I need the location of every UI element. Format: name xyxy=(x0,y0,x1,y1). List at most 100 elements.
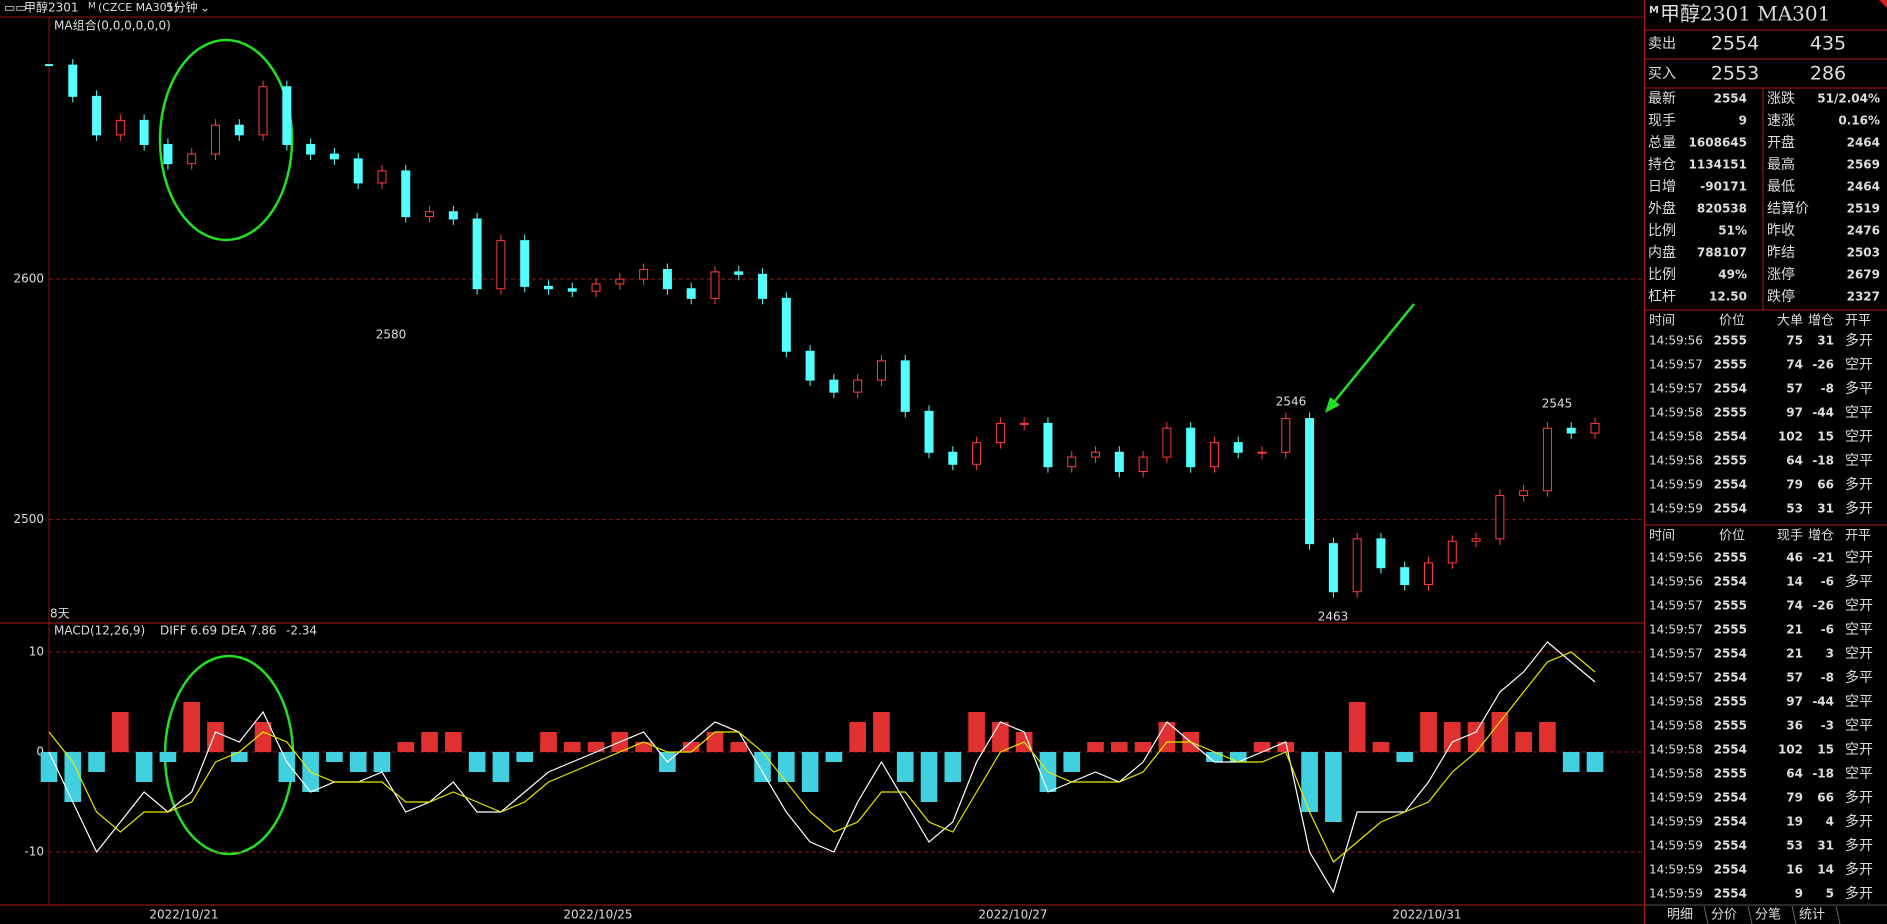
macd-bar xyxy=(88,752,105,772)
macd-title[interactable]: MACD(12,26,9) xyxy=(54,624,145,638)
dea-label: DEA 7.86 xyxy=(221,624,277,638)
quote-volume: 435 xyxy=(1810,33,1846,55)
table-header: 增仓 xyxy=(1808,529,1834,544)
macd-bar xyxy=(230,752,248,762)
table-cell: 2554 xyxy=(1714,743,1747,757)
candle xyxy=(520,240,530,287)
candle xyxy=(353,158,363,184)
macd-bar xyxy=(397,742,415,752)
macd-bar xyxy=(112,712,129,752)
stat-label: 结算价 xyxy=(1767,201,1809,217)
macd-bar xyxy=(1277,742,1295,752)
tab[interactable]: 统计 xyxy=(1799,908,1825,923)
macd-bar xyxy=(421,732,438,752)
quote-header xyxy=(1645,0,1887,28)
candle xyxy=(306,143,316,155)
macd-bar xyxy=(1539,722,1556,752)
candle xyxy=(1519,490,1529,497)
macd-bar xyxy=(1063,752,1081,772)
stat-value: 51% xyxy=(1718,224,1747,238)
table-cell: 空开 xyxy=(1845,598,1873,614)
table-cell: 2554 xyxy=(1714,647,1747,661)
candle xyxy=(853,379,863,393)
stat-value: 49% xyxy=(1718,268,1747,282)
table-cell: -26 xyxy=(1812,358,1834,372)
macd-bar xyxy=(64,752,82,802)
table-header: 开平 xyxy=(1845,314,1871,329)
window-icon: ▭▭ xyxy=(4,1,27,15)
table-cell: 2555 xyxy=(1714,406,1747,420)
table-cell: 14:59:58 xyxy=(1649,767,1703,781)
stat-value: 2554 xyxy=(1714,92,1747,106)
ma-legend[interactable]: MA组合(0,0,0,0,0,0) xyxy=(54,18,171,33)
table-cell: 2554 xyxy=(1714,815,1747,829)
macd-bar xyxy=(468,752,486,772)
table-cell: 36 xyxy=(1786,719,1803,733)
quote-badge: M xyxy=(1649,5,1659,16)
table-cell: 空开 xyxy=(1845,646,1873,662)
stat-label: 最高 xyxy=(1767,156,1795,173)
table-header: 时间 xyxy=(1649,314,1675,329)
table-cell: 2555 xyxy=(1714,767,1747,781)
macd-bar xyxy=(1586,752,1604,772)
table-cell: 14:59:58 xyxy=(1649,406,1703,420)
table-cell: 15 xyxy=(1817,430,1834,444)
candle xyxy=(425,211,435,218)
macd-bar xyxy=(445,732,462,752)
stat-value: 2327 xyxy=(1847,290,1880,304)
table-cell: 2555 xyxy=(1714,695,1747,709)
table-header: 增仓 xyxy=(1808,314,1834,329)
stat-label: 外盘 xyxy=(1648,200,1676,217)
period[interactable]: 5分钟 xyxy=(166,0,198,15)
table-cell: 31 xyxy=(1817,502,1834,516)
tab[interactable]: 分笔 xyxy=(1755,907,1781,923)
table-cell: -8 xyxy=(1821,671,1834,685)
stat-label: 开盘 xyxy=(1767,134,1795,151)
table-cell: 14:59:59 xyxy=(1649,478,1703,492)
stat-label: 最新 xyxy=(1648,91,1676,107)
x-tick-label: 2022/10/21 xyxy=(149,908,218,922)
candle xyxy=(948,451,958,465)
stat-value: 2569 xyxy=(1847,158,1880,172)
macd-bar xyxy=(896,752,914,782)
tab-sep xyxy=(1747,905,1753,924)
candle xyxy=(401,170,411,218)
table-header: 现手 xyxy=(1777,529,1803,544)
macd-bar xyxy=(944,752,962,782)
stat-value: 2519 xyxy=(1847,202,1880,216)
stat-label: 现手 xyxy=(1648,113,1676,129)
corner-mark xyxy=(1879,0,1887,8)
diff-label: DIFF 6.69 xyxy=(160,624,217,638)
table-cell: 74 xyxy=(1786,599,1803,613)
stat-value: 12.50 xyxy=(1709,290,1747,304)
candle xyxy=(876,360,886,381)
candle xyxy=(282,86,292,145)
stat-label: 涨跌 xyxy=(1767,91,1795,107)
macd-bar xyxy=(563,742,581,752)
candle xyxy=(1447,540,1457,564)
table-cell: 53 xyxy=(1786,839,1803,853)
table-cell: 79 xyxy=(1786,478,1803,492)
table-cell: 空平 xyxy=(1845,622,1873,638)
badge: M xyxy=(88,2,96,12)
macd-bar xyxy=(1372,742,1390,752)
quote-label: 买入 xyxy=(1648,66,1676,82)
candle xyxy=(1186,427,1196,468)
tab-sep xyxy=(1835,905,1841,924)
table-cell: 空平 xyxy=(1845,694,1873,710)
candle xyxy=(900,360,910,412)
stat-value: 2464 xyxy=(1847,136,1880,150)
macd-bar xyxy=(920,752,938,802)
extreme-label: 2545 xyxy=(1542,397,1573,411)
tab[interactable]: 分价 xyxy=(1711,908,1737,923)
tab[interactable]: 明细 xyxy=(1667,908,1693,923)
table-cell: 97 xyxy=(1786,695,1803,709)
dropdown-arrow[interactable]: ⌄ xyxy=(200,1,210,15)
table-cell: 多开 xyxy=(1845,885,1873,902)
macd-bar xyxy=(1325,752,1342,822)
table-cell: 多开 xyxy=(1845,500,1873,517)
table-cell: 79 xyxy=(1786,791,1803,805)
macd-bar xyxy=(849,722,867,752)
table-cell: 2555 xyxy=(1714,719,1747,733)
